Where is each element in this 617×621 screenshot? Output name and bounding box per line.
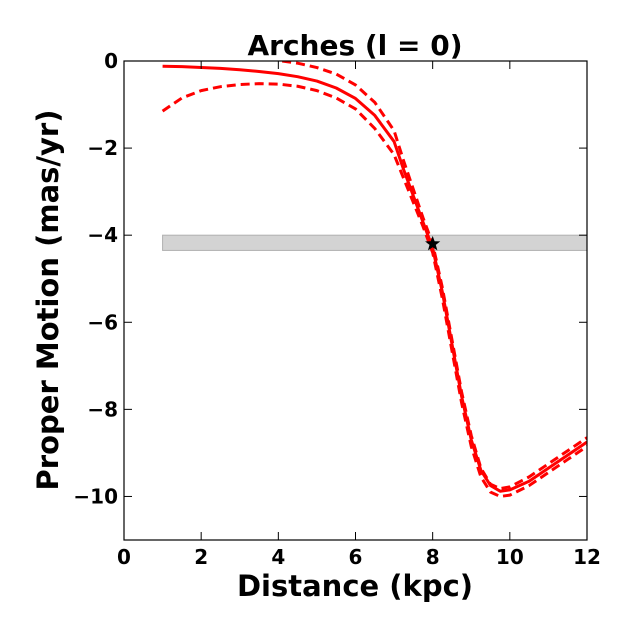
- dashed-series-line-2: [161, 82, 587, 498]
- shaded-band: [162, 234, 587, 251]
- y-axis-label: Proper Motion (mas/yr): [31, 110, 65, 491]
- plot-series-group: [161, 61, 587, 498]
- x-tick-label: 6: [349, 545, 363, 569]
- y-tick-label: 0: [104, 49, 118, 73]
- x-tick-label: 12: [573, 545, 601, 569]
- plot-area: [161, 61, 587, 498]
- axes: [123, 60, 588, 541]
- x-tick-label: 10: [496, 545, 524, 569]
- chart-title: Arches (l = 0): [247, 29, 462, 62]
- x-tick-label: 4: [271, 545, 285, 569]
- y-tick-label: −4: [87, 223, 118, 247]
- x-axis-label: Distance (kpc): [237, 569, 473, 603]
- y-tick-label: −6: [87, 310, 118, 334]
- y-tick-label: −10: [73, 484, 118, 508]
- x-tick-label: 2: [194, 545, 208, 569]
- tick-labels: 0 2 4 6 8 10 12 0 −2 −4 −6 −8 −10: [73, 49, 601, 569]
- x-tick-label: 8: [426, 545, 440, 569]
- y-tick-label: −2: [87, 136, 118, 160]
- axes-frame: [123, 60, 588, 541]
- star-marker: [425, 235, 441, 251]
- x-tick-label: 0: [117, 545, 131, 569]
- dashed-series-line-1: [281, 61, 587, 491]
- solid-series-line: [162, 64, 587, 493]
- y-tick-label: −8: [87, 397, 118, 421]
